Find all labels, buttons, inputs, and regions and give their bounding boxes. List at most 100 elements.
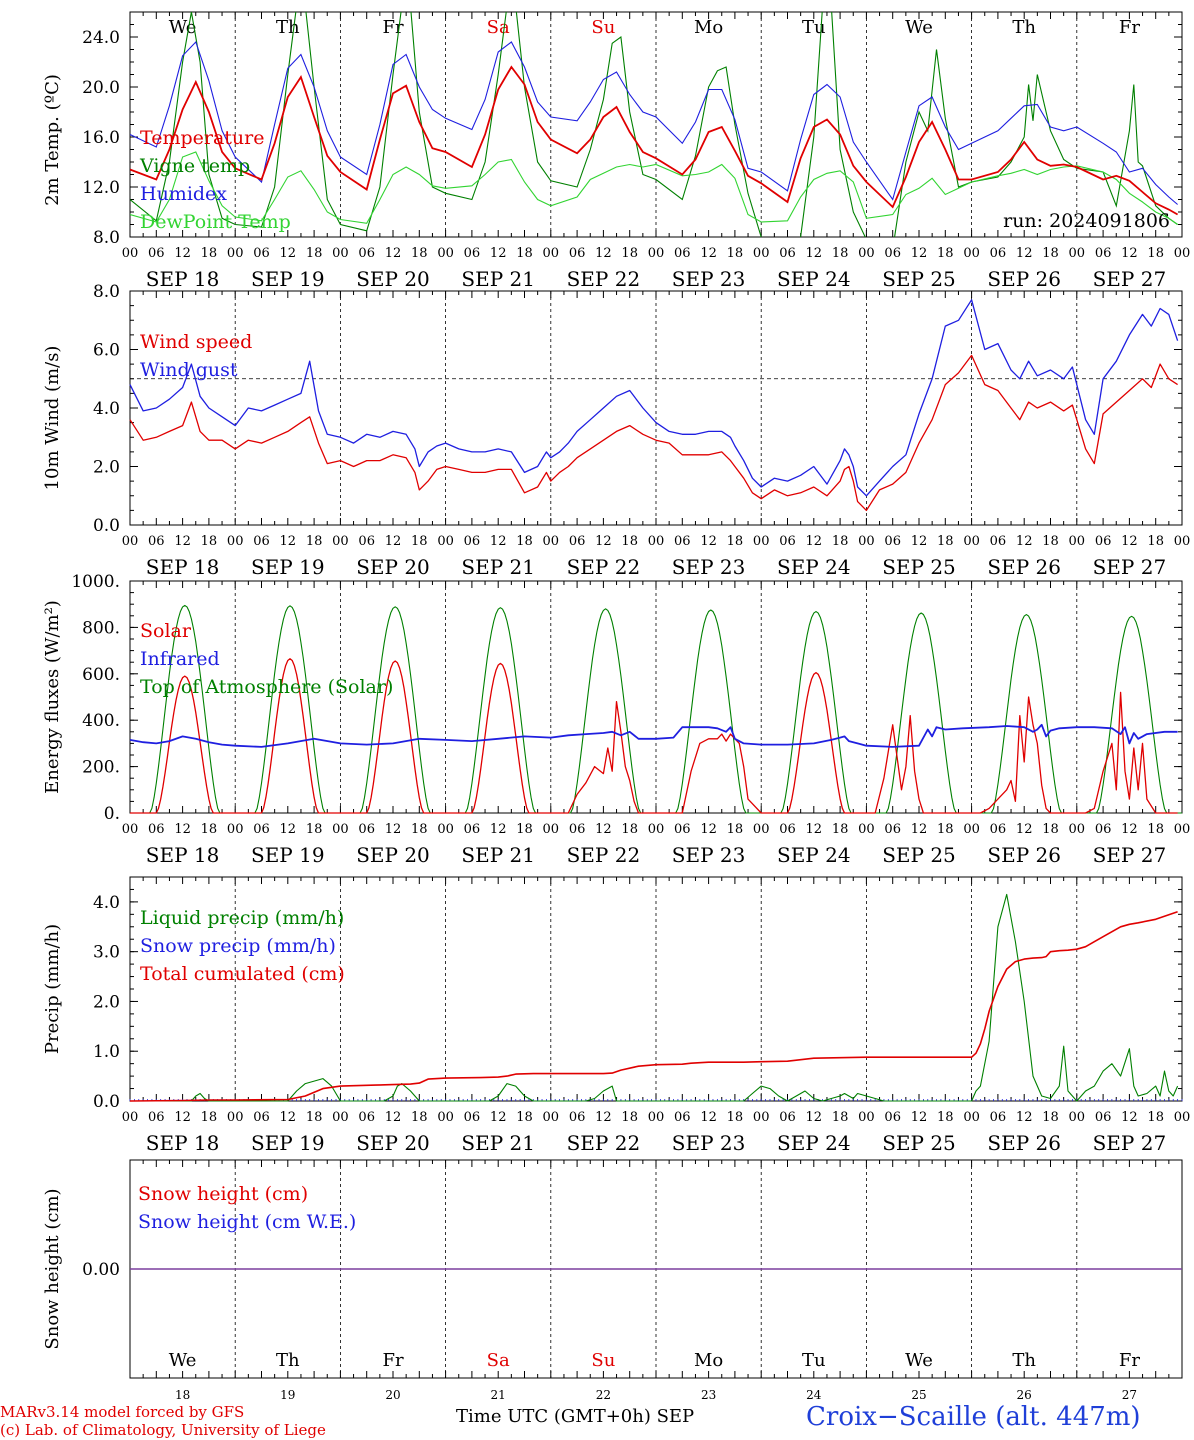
hour-tick-label: 12 — [700, 1110, 717, 1125]
hour-tick-label: 06 — [253, 1110, 270, 1125]
date-label: SEP 22 — [567, 267, 641, 291]
hour-tick-label: 06 — [674, 246, 691, 261]
weekday-label: Th — [276, 17, 300, 38]
hour-tick-label: 18 — [621, 534, 638, 549]
legend-entry: Vigne temp — [139, 155, 250, 177]
date-label: SEP 18 — [146, 1131, 220, 1155]
day-number-label: 22 — [596, 1388, 611, 1402]
hour-tick-label: 18 — [937, 822, 954, 837]
hour-tick-label: 06 — [148, 822, 165, 837]
day-number-label: 27 — [1122, 1388, 1137, 1402]
hour-tick-label: 06 — [464, 534, 481, 549]
hour-tick-label: 00 — [1174, 822, 1191, 837]
date-label: SEP 23 — [672, 555, 746, 579]
hour-tick-label: 06 — [1095, 534, 1112, 549]
date-label: SEP 19 — [251, 843, 325, 867]
date-label: SEP 25 — [882, 267, 956, 291]
hour-tick-label: 06 — [464, 1110, 481, 1125]
date-label: SEP 27 — [1093, 1131, 1167, 1155]
date-label: SEP 20 — [356, 555, 430, 579]
hour-tick-label: 12 — [806, 822, 823, 837]
date-label: SEP 21 — [461, 1131, 535, 1155]
date-label: SEP 27 — [1093, 843, 1167, 867]
hour-tick-label: 18 — [1042, 822, 1059, 837]
hour-tick-label: 00 — [1174, 1110, 1191, 1125]
weekday-label: We — [169, 1350, 197, 1371]
hour-tick-label: 18 — [411, 1110, 428, 1125]
hour-tick-label: 18 — [516, 534, 533, 549]
hour-tick-label: 12 — [1121, 246, 1138, 261]
hour-tick-label: 12 — [280, 1110, 297, 1125]
hour-tick-label: 18 — [621, 1110, 638, 1125]
model-credit-line: MARv3.14 model forced by GFS — [0, 1403, 245, 1421]
hour-tick-label: 12 — [595, 822, 612, 837]
date-label: SEP 18 — [146, 843, 220, 867]
hour-tick-label: 12 — [174, 822, 191, 837]
y-tick-label: 20.0 — [82, 78, 120, 98]
legend-entry: Snow height (cm W.E.) — [138, 1211, 356, 1233]
hour-tick-label: 12 — [385, 534, 402, 549]
y-tick-label: 800. — [82, 618, 120, 638]
hour-tick-label: 00 — [1069, 246, 1086, 261]
y-tick-label: 6.0 — [93, 341, 120, 361]
hour-tick-label: 00 — [227, 246, 244, 261]
day-number-label: 19 — [280, 1388, 295, 1402]
panel-frame — [129, 11, 1183, 238]
hour-tick-label: 00 — [753, 1110, 770, 1125]
y-tick-label: 1.0 — [93, 1042, 120, 1062]
hour-tick-label: 06 — [1095, 246, 1112, 261]
legend-entry: Infrared — [140, 648, 220, 670]
hour-tick-label: 06 — [884, 1110, 901, 1125]
date-label: SEP 18 — [146, 267, 220, 291]
hour-tick-label: 18 — [306, 1110, 323, 1125]
hour-tick-label: 12 — [700, 534, 717, 549]
hour-tick-label: 00 — [753, 246, 770, 261]
run-label: run: 2024091806 — [1003, 210, 1170, 232]
weekday-label: Tu — [802, 1350, 826, 1371]
series-line-wind-gust — [129, 299, 1179, 497]
hour-tick-label: 00 — [437, 822, 454, 837]
hour-tick-label: 06 — [884, 534, 901, 549]
hour-tick-label: 18 — [832, 246, 849, 261]
day-number-label: 21 — [491, 1388, 506, 1402]
weekday-label: Su — [591, 17, 615, 38]
hour-tick-label: 18 — [306, 822, 323, 837]
hour-tick-label: 12 — [1121, 534, 1138, 549]
hour-tick-label: 00 — [648, 1110, 665, 1125]
legend-entry: Total cumulated (cm) — [140, 963, 345, 985]
hour-tick-label: 12 — [911, 534, 928, 549]
legend-entry: Top of Atmosphere (Solar) — [140, 676, 393, 698]
series-line-wind-speed — [129, 354, 1178, 512]
hour-tick-label: 18 — [306, 246, 323, 261]
hour-tick-label: 12 — [490, 1110, 507, 1125]
weekday-label: Fr — [1119, 17, 1140, 38]
hour-tick-label: 00 — [858, 534, 875, 549]
hour-tick-label: 12 — [280, 822, 297, 837]
hour-tick-label: 12 — [385, 246, 402, 261]
hour-tick-label: 18 — [832, 822, 849, 837]
hour-tick-label: 06 — [779, 822, 796, 837]
hour-tick-label: 18 — [832, 534, 849, 549]
hour-tick-label: 18 — [937, 246, 954, 261]
hour-tick-label: 00 — [1174, 246, 1191, 261]
y-tick-label: 400. — [82, 711, 120, 731]
hour-tick-label: 06 — [990, 534, 1007, 549]
hour-tick-label: 18 — [1042, 246, 1059, 261]
y-tick-label: 2.0 — [93, 992, 120, 1012]
date-label: SEP 26 — [987, 267, 1061, 291]
hour-tick-label: 00 — [858, 822, 875, 837]
hour-tick-label: 00 — [332, 1110, 349, 1125]
hour-tick-label: 06 — [253, 822, 270, 837]
date-label: SEP 22 — [567, 843, 641, 867]
hour-tick-label: 00 — [648, 822, 665, 837]
hour-tick-label: 00 — [543, 822, 560, 837]
date-label: SEP 20 — [356, 267, 430, 291]
hour-tick-label: 06 — [1095, 1110, 1112, 1125]
hour-tick-label: 18 — [201, 822, 218, 837]
date-label: SEP 24 — [777, 1131, 851, 1155]
y-axis-label: Snow height (cm) — [42, 1188, 63, 1349]
hour-tick-label: 00 — [543, 246, 560, 261]
hour-tick-label: 18 — [201, 534, 218, 549]
hour-tick-label: 18 — [727, 246, 744, 261]
weekday-label: Th — [1012, 1350, 1036, 1371]
